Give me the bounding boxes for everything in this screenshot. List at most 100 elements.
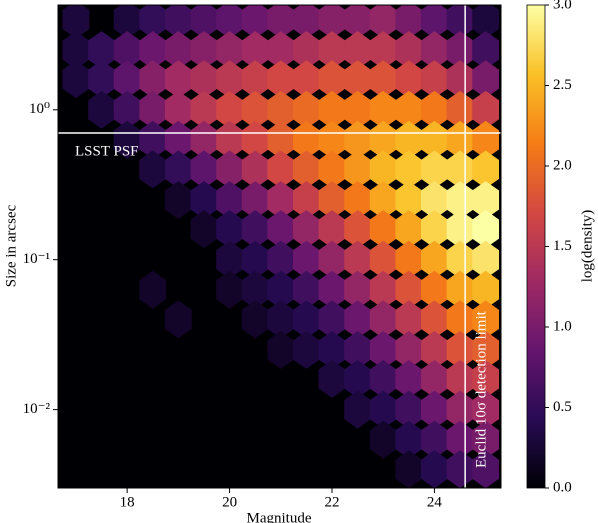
hex-cell	[267, 240, 295, 279]
hex-cell	[344, 390, 372, 429]
hex-cell	[88, 31, 115, 70]
hex-cell	[344, 31, 372, 70]
colorbar-tick-label: 2.0	[553, 157, 572, 173]
hex-cell	[190, 150, 218, 189]
hex-cell	[446, 390, 474, 429]
hex-cell	[241, 270, 269, 309]
hex-cell	[113, 31, 141, 70]
hex-cell	[216, 210, 243, 249]
hex-cell	[395, 31, 423, 70]
hex-cell	[472, 390, 500, 429]
hex-cell	[190, 210, 218, 249]
hex-cell	[190, 181, 218, 220]
hex-cell	[344, 300, 372, 339]
hex-cell	[344, 330, 372, 369]
colorbar	[526, 4, 546, 489]
hex-cell	[267, 60, 295, 99]
hex-cell	[344, 360, 372, 398]
colorbar-tick-label: 2.5	[553, 77, 572, 93]
hex-cell	[472, 5, 500, 39]
hex-cell	[369, 210, 397, 249]
hex-cell	[369, 60, 397, 99]
hex-cell	[395, 270, 423, 309]
hex-cell	[292, 31, 320, 70]
hex-cell	[267, 90, 295, 129]
hex-cell	[446, 181, 474, 220]
hex-cell	[446, 5, 474, 39]
hex-cell	[216, 240, 243, 279]
hex-cell	[241, 210, 269, 249]
hex-cell	[139, 90, 167, 129]
colorbar-tick-label: 3.0	[553, 0, 572, 12]
hex-cell	[421, 390, 448, 429]
hex-cell	[267, 270, 295, 309]
hex-cell	[421, 240, 448, 279]
hex-cell	[292, 330, 320, 369]
hex-cell	[395, 150, 423, 189]
hex-cell	[190, 5, 218, 39]
x-tick-label: 18	[120, 494, 135, 510]
hex-cell	[241, 240, 269, 279]
hex-cell	[472, 360, 500, 398]
hex-cell	[395, 330, 423, 369]
hex-cell	[318, 360, 346, 398]
hex-cell	[446, 360, 474, 398]
hex-cell	[139, 150, 167, 189]
annotation: LSST PSF	[75, 143, 139, 159]
hex-cell	[421, 450, 448, 488]
hex-cell	[472, 60, 500, 99]
hex-layer	[62, 5, 500, 488]
y-axis-label: Size in arcsec	[3, 204, 19, 287]
hex-cell	[421, 150, 448, 189]
hex-cell	[292, 120, 320, 159]
hex-cell	[472, 181, 500, 220]
hex-cell	[164, 181, 192, 220]
hex-cell	[446, 31, 474, 70]
hex-cell	[139, 31, 167, 70]
hex-cell	[421, 120, 448, 159]
hex-cell	[292, 181, 320, 220]
y-tick-label: 10⁻¹	[23, 251, 50, 267]
hex-cell	[62, 31, 90, 70]
hex-cell	[241, 5, 269, 39]
hex-cell	[421, 5, 448, 39]
hex-cell	[62, 5, 90, 39]
hex-cell	[318, 240, 346, 279]
hex-cell	[292, 150, 320, 189]
hex-cell	[344, 270, 372, 309]
hex-cell	[190, 31, 218, 70]
hex-cell	[395, 181, 423, 220]
hex-cell	[472, 150, 500, 189]
hex-cell	[421, 360, 448, 398]
hex-cell	[267, 5, 295, 39]
hex-cell	[292, 300, 320, 339]
hex-cell	[318, 330, 346, 369]
hex-cell	[472, 450, 500, 488]
hex-cell	[318, 270, 346, 309]
hex-cell	[267, 300, 295, 339]
hex-cell	[318, 210, 346, 249]
hex-cell	[395, 240, 423, 279]
hex-cell	[421, 60, 448, 99]
colorbar-tick-label: 0.0	[553, 479, 572, 495]
hex-cell	[292, 5, 320, 39]
hex-cell	[190, 90, 218, 129]
hex-cell	[216, 90, 243, 129]
x-tick-label: 22	[324, 494, 339, 510]
hex-cell	[421, 90, 448, 129]
hex-cell	[164, 120, 192, 159]
annotation: Euclid 10σ detection limit	[473, 310, 489, 468]
hex-cell	[216, 270, 243, 309]
hex-cell	[369, 181, 397, 220]
hex-cell	[88, 60, 115, 99]
hex-cell	[369, 330, 397, 369]
hex-cell	[88, 90, 115, 129]
hex-cell	[369, 31, 397, 70]
hex-cell	[446, 240, 474, 279]
hex-cell	[472, 330, 500, 369]
hex-cell	[369, 90, 397, 129]
hex-cell	[267, 330, 295, 369]
x-tick-label: 20	[222, 494, 237, 510]
hex-cell	[318, 90, 346, 129]
hex-cell	[344, 60, 372, 99]
